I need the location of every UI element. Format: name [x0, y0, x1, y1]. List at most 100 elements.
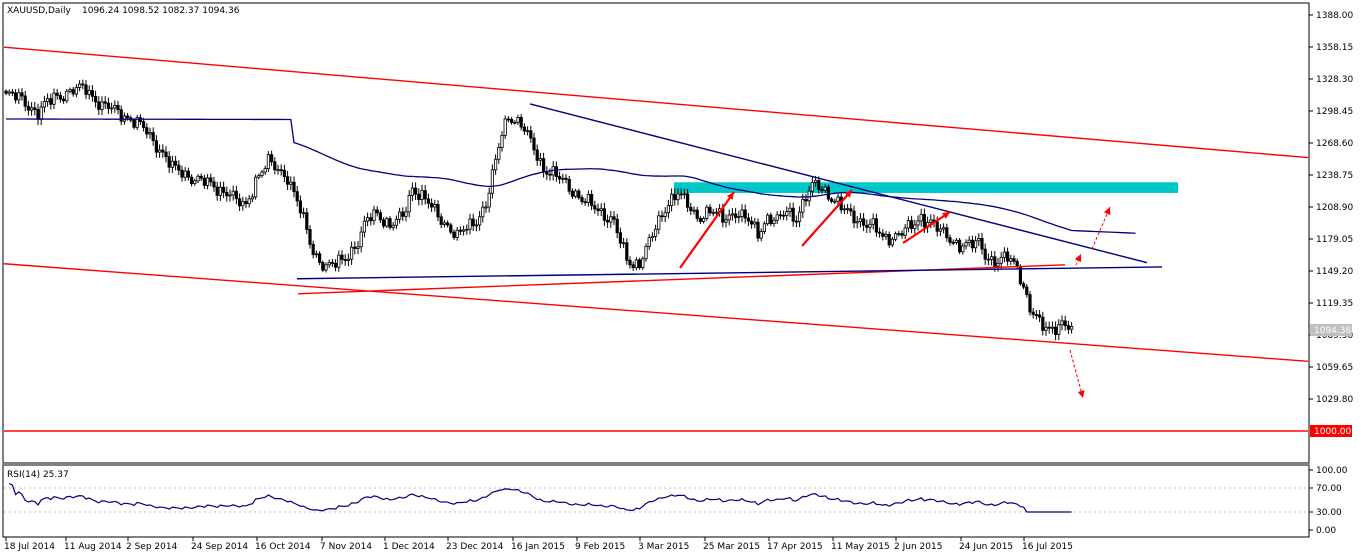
candle-body — [170, 160, 174, 168]
candle-body — [237, 198, 242, 207]
candle-body — [804, 198, 808, 202]
rsi-tick-label: 70.00 — [1316, 484, 1342, 494]
candle-body — [842, 208, 847, 211]
candle-body — [509, 119, 514, 123]
candle-body — [52, 92, 56, 105]
x-tick-label: 2 Jun 2015 — [894, 542, 942, 552]
candle-body — [62, 98, 66, 102]
candle-body — [391, 224, 395, 228]
x-tick-label: 2 Sep 2014 — [126, 542, 178, 552]
current-price-label: 1094.36 — [1314, 326, 1351, 336]
candle-body — [468, 218, 472, 230]
candle-body — [381, 219, 386, 227]
candle-body — [644, 245, 648, 260]
candle-body — [990, 256, 994, 260]
candle-body — [862, 218, 866, 226]
candle-body — [346, 258, 351, 261]
candle-body — [458, 229, 463, 232]
candle-body — [151, 132, 155, 142]
candle-body — [362, 220, 367, 233]
candle-body — [55, 92, 59, 96]
candle-body — [734, 213, 738, 218]
rally-arrow-2 — [801, 189, 853, 247]
candle-body — [1025, 286, 1029, 296]
candle-body — [602, 208, 607, 221]
candle-body — [708, 206, 712, 214]
candle-body — [404, 211, 408, 217]
candle-body — [164, 151, 168, 158]
candle-body — [433, 204, 437, 208]
y-tick-label: 1388.00 — [1316, 11, 1353, 21]
candle-body — [836, 196, 840, 202]
candle-body — [871, 218, 875, 225]
candle-body — [94, 95, 98, 103]
candle-body — [766, 214, 770, 225]
x-tick-label: 17 Apr 2015 — [767, 542, 823, 552]
rsi-line — [8, 482, 1072, 513]
candle-body — [407, 195, 411, 213]
candle-body — [186, 170, 190, 178]
candle-body — [903, 227, 907, 236]
candle-body — [269, 154, 274, 163]
candle-body — [750, 220, 754, 225]
candle-body — [983, 248, 987, 260]
rally-arrow-1 — [679, 191, 735, 269]
candle-body — [289, 181, 293, 185]
candle-body — [634, 259, 639, 269]
candle-body — [359, 231, 363, 248]
candle-body — [161, 149, 165, 153]
candle-body — [807, 190, 811, 202]
rsi-tick-label: 30.00 — [1316, 508, 1342, 518]
y-tick-label: 1298.45 — [1316, 107, 1353, 117]
candle-body — [759, 231, 763, 239]
candle-body — [97, 101, 101, 110]
candle-body — [746, 217, 751, 222]
candle-body — [670, 193, 674, 206]
candle-body — [974, 240, 978, 249]
candle-body — [33, 107, 37, 110]
candle-body — [682, 193, 687, 196]
breakout-up-arrow — [1091, 206, 1111, 250]
candle-body — [202, 177, 206, 186]
candle-body — [23, 95, 27, 107]
candle-body — [996, 262, 1000, 267]
resistance-zone — [674, 182, 1178, 193]
candle-body — [858, 218, 863, 223]
y-tick-label: 1029.80 — [1316, 395, 1353, 405]
candle-body — [490, 169, 495, 194]
candle-body — [196, 175, 200, 182]
candle-body — [1057, 324, 1061, 335]
rsi-panel — [2, 464, 1310, 538]
y-tick-label: 1089.50 — [1316, 331, 1353, 341]
candle-body — [798, 211, 802, 222]
candle-body — [535, 149, 539, 161]
x-tick-label: 9 Feb 2015 — [575, 542, 625, 552]
candle-body — [567, 179, 571, 192]
candle-body — [1009, 258, 1013, 262]
candle-body — [81, 83, 85, 86]
candle-body — [36, 109, 40, 120]
candle-body — [1022, 283, 1026, 288]
candle-body — [1028, 294, 1032, 313]
candle-body — [554, 166, 559, 177]
candle-body — [884, 234, 888, 237]
candle-body — [474, 224, 479, 227]
candle-body — [244, 201, 248, 205]
candle-body — [228, 194, 232, 197]
candle-body — [452, 231, 456, 238]
candle-body — [714, 211, 719, 214]
candle-body — [737, 216, 741, 218]
candle-body — [689, 206, 693, 212]
candle-body — [365, 217, 370, 222]
candle-body — [113, 104, 117, 109]
candle-body — [154, 140, 158, 153]
x-tick-label: 25 Mar 2015 — [703, 542, 760, 552]
candle-body — [126, 115, 130, 119]
candle-body — [46, 98, 50, 102]
candle-body — [420, 190, 424, 200]
candle-body — [353, 246, 357, 249]
candle-body — [868, 223, 872, 228]
candle-body — [279, 169, 283, 172]
candle-body — [39, 106, 43, 120]
candle-body — [650, 235, 655, 238]
